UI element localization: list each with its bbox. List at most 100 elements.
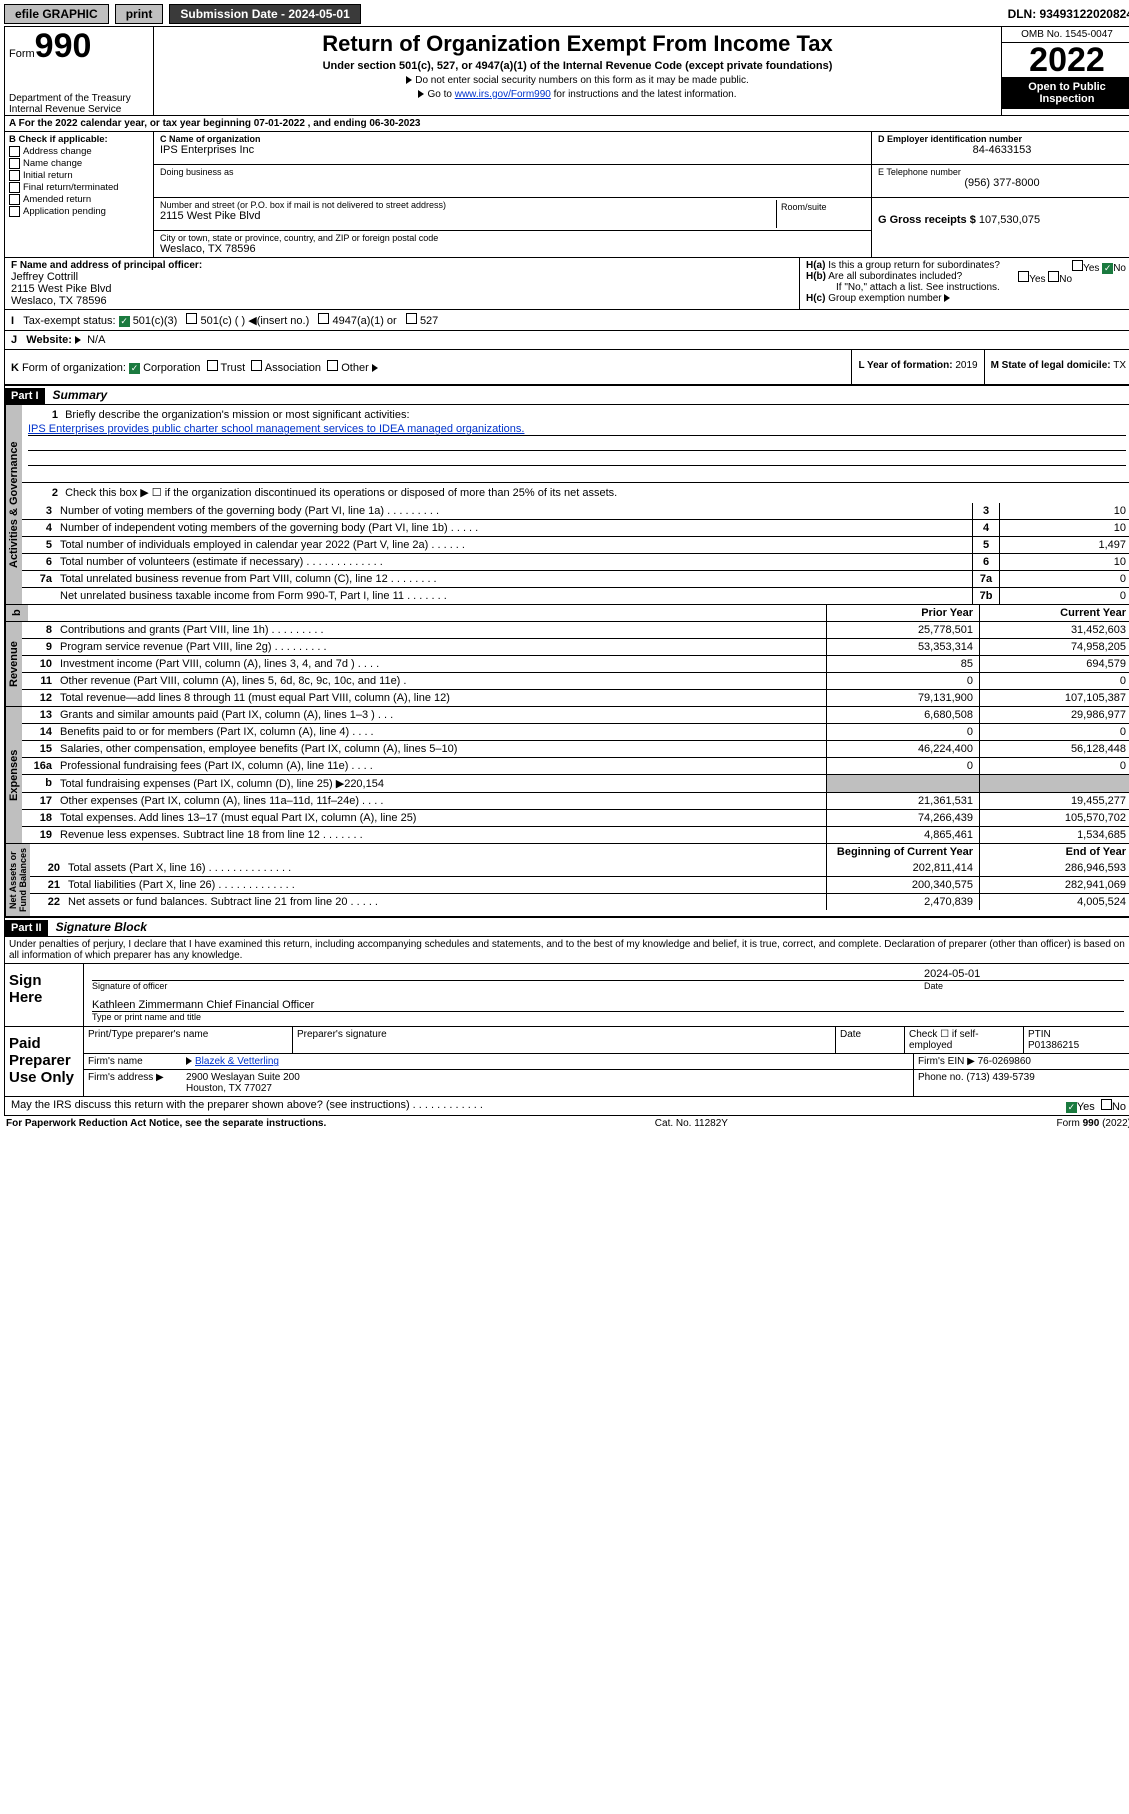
sig-date: 2024-05-01: [924, 968, 1124, 980]
chk-application-pending[interactable]: Application pending: [9, 206, 149, 217]
data-line: 19 Revenue less expenses. Subtract line …: [22, 826, 1129, 843]
pp-self-employed: Check ☐ if self-employed: [905, 1027, 1024, 1053]
form-number: 990: [35, 27, 92, 65]
section-i: I Tax-exempt status: ✓ 501(c)(3) 501(c) …: [5, 310, 1129, 330]
vtab-governance: Activities & Governance: [5, 405, 22, 604]
e-label: E Telephone number: [878, 167, 1126, 177]
b-label: B Check if applicable:: [9, 134, 149, 145]
arrow-icon: [372, 364, 378, 372]
org-name: IPS Enterprises Inc: [160, 144, 865, 156]
line-2: 2 Check this box ▶ ☐ if the organization…: [22, 483, 1129, 503]
gov-line: 4 Number of independent voting members o…: [22, 519, 1129, 536]
col-current-year: Current Year: [979, 605, 1129, 621]
chk-final-return[interactable]: Final return/terminated: [9, 182, 149, 193]
arrow-icon: [944, 294, 950, 302]
check-icon: ✓: [1102, 263, 1113, 274]
check-icon: ✓: [119, 316, 130, 327]
vtab-corner: b: [5, 605, 28, 621]
gov-line: Net unrelated business taxable income fr…: [22, 587, 1129, 604]
discuss-row: May the IRS discuss this return with the…: [5, 1096, 1129, 1115]
ein: 84-4633153: [878, 144, 1126, 156]
data-line: 20 Total assets (Part X, line 16) . . . …: [30, 860, 1129, 876]
data-line: 16a Professional fundraising fees (Part …: [22, 757, 1129, 774]
arrow-icon: [418, 90, 424, 98]
firm-addr2: Houston, TX 77027: [186, 1083, 272, 1094]
room-suite: Room/suite: [777, 200, 865, 228]
line-1: 1 Briefly describe the organization's mi…: [22, 405, 1129, 483]
section-c: C Name of organization IPS Enterprises I…: [154, 132, 871, 257]
gov-line: 3 Number of voting members of the govern…: [22, 503, 1129, 519]
section-m: M State of legal domicile: TX: [984, 350, 1129, 384]
row-a-period: A For the 2022 calendar year, or tax yea…: [5, 116, 1129, 132]
cat-no: Cat. No. 11282Y: [655, 1118, 728, 1129]
irs-link[interactable]: www.irs.gov/Form990: [455, 89, 551, 100]
submission-date: Submission Date - 2024-05-01: [169, 4, 360, 24]
chk-initial-return[interactable]: Initial return: [9, 170, 149, 181]
section-l: L Year of formation: 2019: [851, 350, 983, 384]
pp-name-label: Print/Type preparer's name: [84, 1027, 293, 1053]
vtab-revenue: Revenue: [5, 622, 22, 706]
pp-date-label: Date: [836, 1027, 905, 1053]
data-line: 13 Grants and similar amounts paid (Part…: [22, 707, 1129, 723]
gov-line: 6 Total number of volunteers (estimate i…: [22, 553, 1129, 570]
print-button[interactable]: print: [115, 4, 164, 24]
paid-preparer-label: Paid Preparer Use Only: [5, 1027, 84, 1096]
dln: DLN: 93493122020824: [1008, 7, 1129, 21]
addr-label: Number and street (or P.O. box if mail i…: [160, 200, 776, 210]
header-mid: Return of Organization Exempt From Incom…: [154, 27, 1001, 115]
pra-notice: For Paperwork Reduction Act Notice, see …: [6, 1118, 326, 1129]
data-line: 9 Program service revenue (Part VIII, li…: [22, 638, 1129, 655]
g-label: G Gross receipts $: [878, 214, 976, 226]
data-line: 18 Total expenses. Add lines 13–17 (must…: [22, 809, 1129, 826]
part-ii-header: Part II: [5, 920, 48, 936]
check-icon: ✓: [129, 363, 140, 374]
form-word: Form: [9, 48, 35, 60]
section-h: H(a) Is this a group return for subordin…: [800, 258, 1129, 309]
section-j: J Website: N/A: [5, 331, 1129, 349]
topbar: efile GRAPHIC print Submission Date - 20…: [4, 4, 1129, 24]
gov-line: 7a Total unrelated business revenue from…: [22, 570, 1129, 587]
col-prior-year: Prior Year: [826, 605, 979, 621]
chk-address-change[interactable]: Address change: [9, 146, 149, 157]
sub1: Under section 501(c), 527, or 4947(a)(1)…: [158, 60, 997, 72]
firm-phone: (713) 439-5739: [966, 1072, 1034, 1083]
sign-here-label: Sign Here: [5, 964, 84, 1026]
data-line: 14 Benefits paid to or for members (Part…: [22, 723, 1129, 740]
arrow-icon: [406, 76, 412, 84]
sig-officer-label: Signature of officer: [88, 981, 920, 991]
city-label: City or town, state or province, country…: [160, 233, 865, 243]
gov-line: 5 Total number of individuals employed i…: [22, 536, 1129, 553]
check-icon: ✓: [1066, 1102, 1077, 1113]
data-line: 8 Contributions and grants (Part VIII, l…: [22, 622, 1129, 638]
gross-receipts: 107,530,075: [979, 214, 1040, 226]
firm-ein: 76-0269860: [978, 1056, 1031, 1067]
tax-year: 2022: [1002, 43, 1129, 77]
date-label: Date: [920, 981, 1128, 991]
arrow-icon: [75, 336, 81, 344]
firm-name-link[interactable]: Blazek & Vetterling: [195, 1056, 279, 1067]
form-ref: Form 990 (2022): [1057, 1118, 1129, 1129]
section-k: K Form of organization: ✓ Corporation Tr…: [5, 350, 851, 384]
officer-addr1: 2115 West Pike Blvd: [11, 283, 793, 295]
sub2: Do not enter social security numbers on …: [158, 75, 997, 86]
ptin: P01386215: [1028, 1040, 1079, 1051]
part-ii-title: Signature Block: [48, 918, 155, 936]
c-label: C Name of organization: [160, 134, 865, 144]
section-b: B Check if applicable: Address change Na…: [5, 132, 154, 257]
d-label: D Employer identification number: [878, 134, 1126, 144]
pp-sig-label: Preparer's signature: [293, 1027, 836, 1053]
firm-addr1: 2900 Weslayan Suite 200: [186, 1072, 300, 1083]
data-line: b Total fundraising expenses (Part IX, c…: [22, 774, 1129, 792]
vtab-net-assets: Net Assets or Fund Balances: [5, 844, 30, 916]
open-public: Open to Public Inspection: [1002, 77, 1129, 109]
efile-badge: efile GRAPHIC: [4, 4, 109, 24]
type-name-label: Type or print name and title: [88, 1012, 1128, 1022]
header-right: OMB No. 1545-0047 2022 Open to Public In…: [1001, 27, 1129, 115]
col-beginning: Beginning of Current Year: [826, 844, 979, 860]
data-line: 12 Total revenue—add lines 8 through 11 …: [22, 689, 1129, 706]
officer-addr2: Weslaco, TX 78596: [11, 295, 793, 307]
chk-amended-return[interactable]: Amended return: [9, 194, 149, 205]
mission-text[interactable]: IPS Enterprises provides public charter …: [28, 423, 524, 435]
chk-name-change[interactable]: Name change: [9, 158, 149, 169]
dept-treasury: Department of the Treasury Internal Reve…: [9, 93, 149, 115]
